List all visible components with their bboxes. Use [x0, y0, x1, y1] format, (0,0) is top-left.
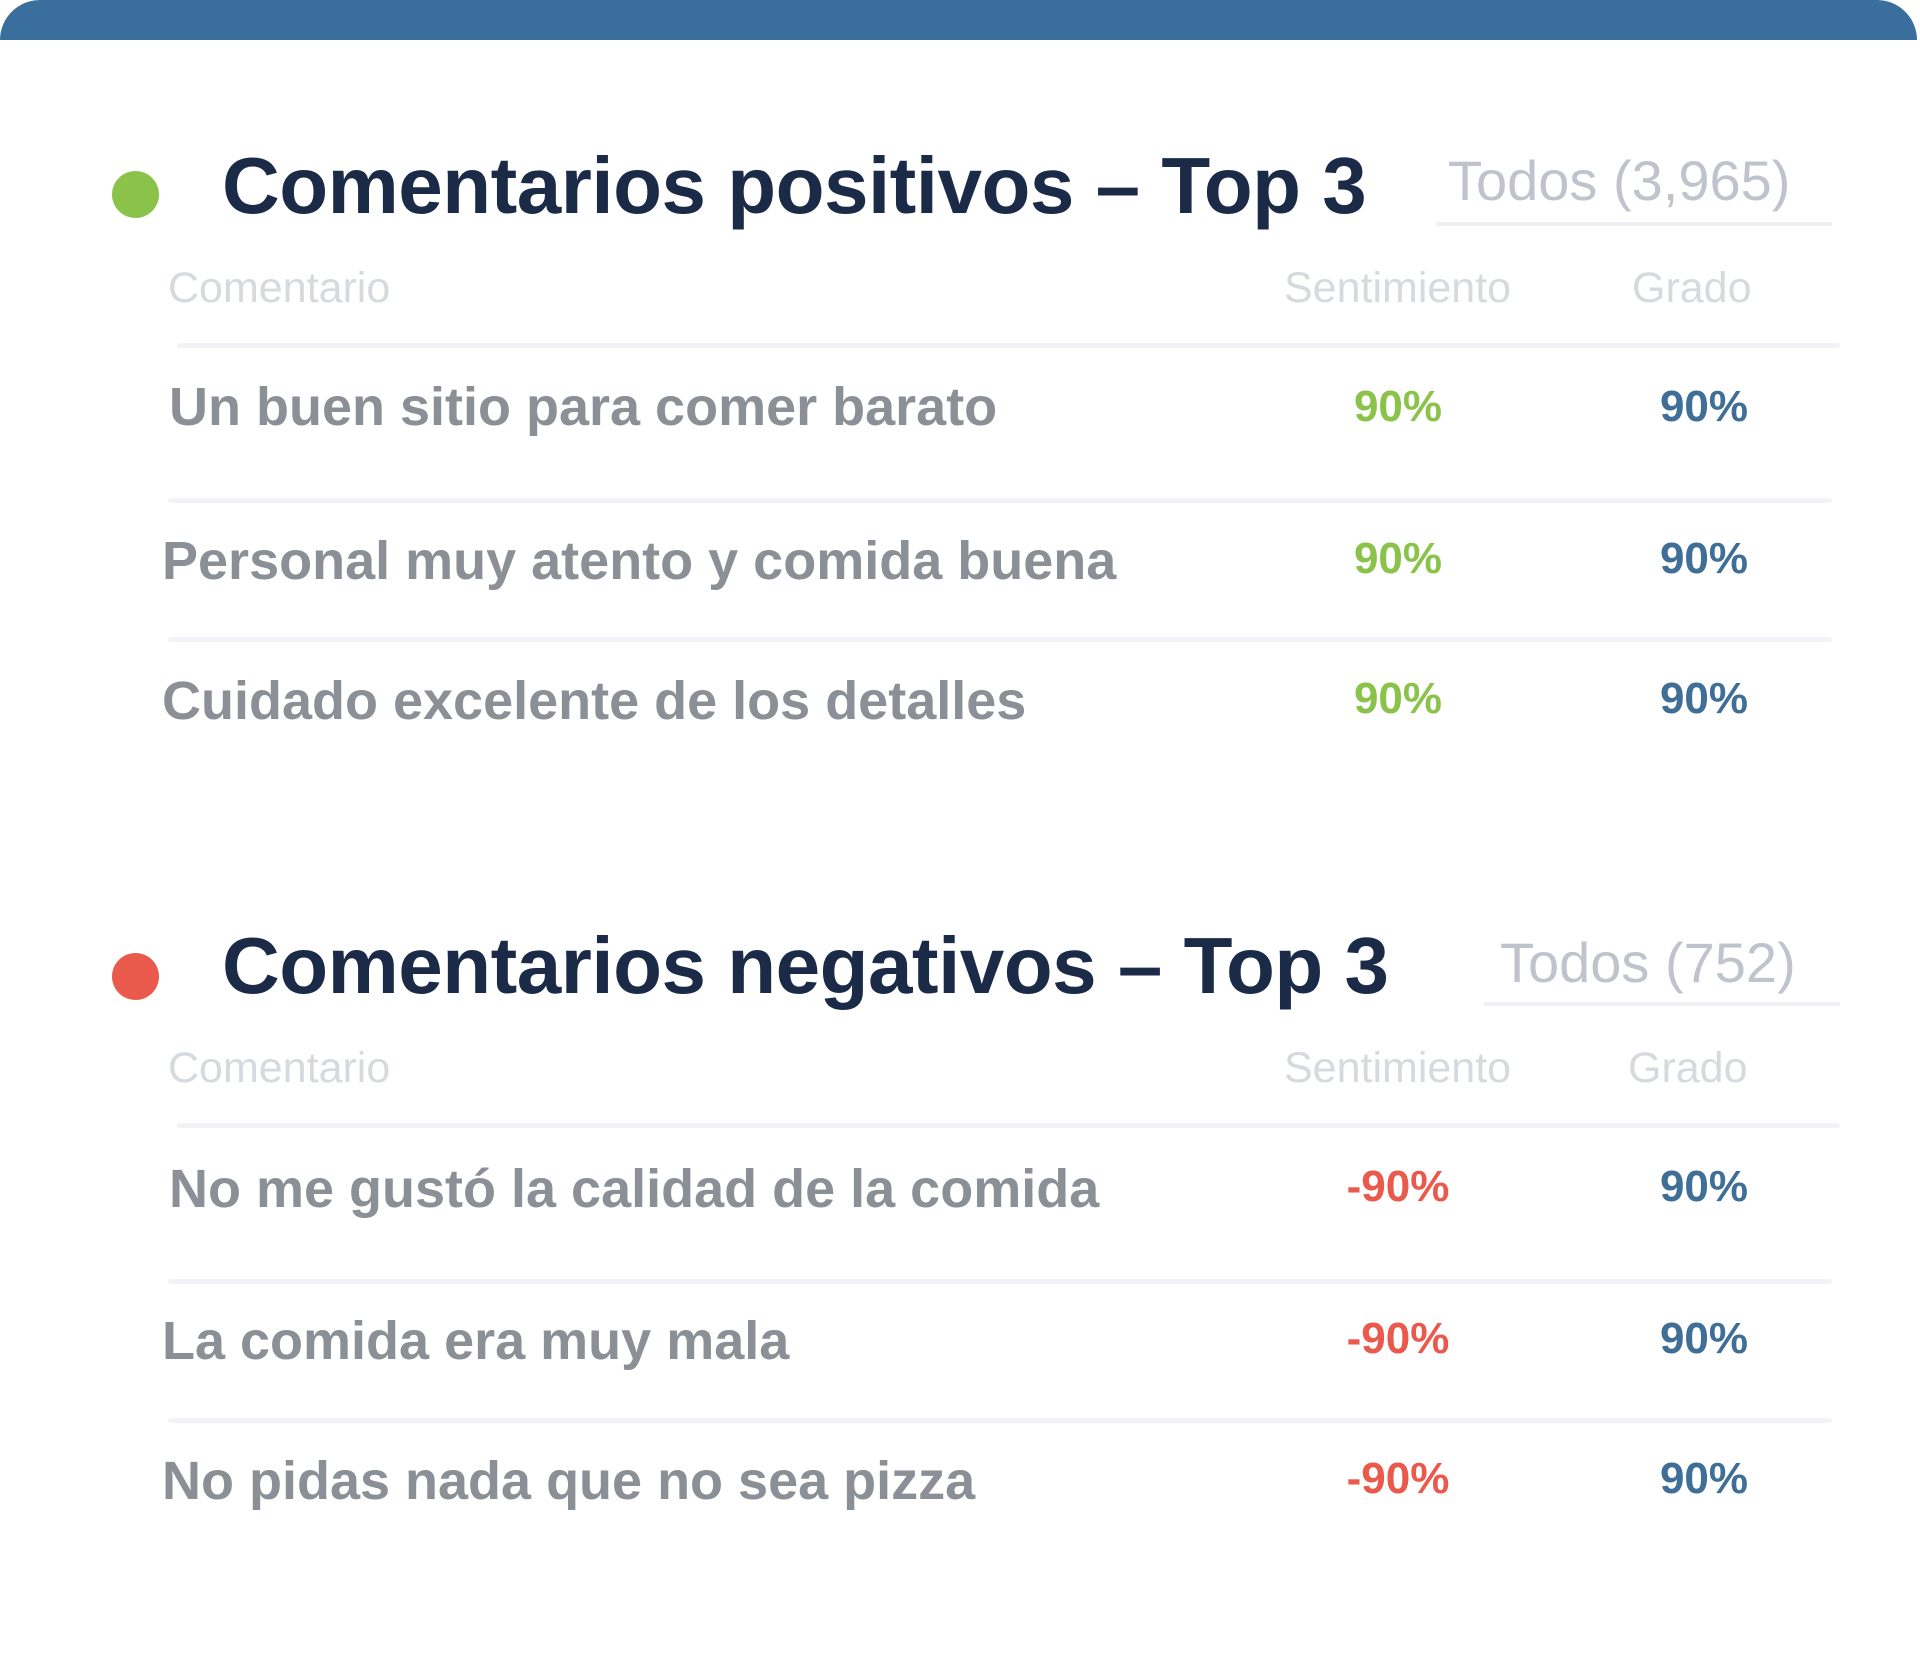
comment-text: Cuidado excelente de los detalles [162, 671, 1027, 731]
sentiment-value: 90% [1353, 674, 1443, 723]
header-divider [177, 1123, 1840, 1128]
positive-indicator-dot [112, 171, 159, 218]
grade-value: 90% [1659, 382, 1749, 431]
comment-text: Personal muy atento y comida buena [162, 531, 1117, 591]
grade-value: 90% [1659, 1454, 1749, 1503]
grade-value: 90% [1659, 1314, 1749, 1363]
table-row[interactable]: La comida era muy mala -90% 90% [0, 1310, 1920, 1390]
table-row[interactable]: No me gustó la calidad de la comida -90%… [0, 1158, 1920, 1238]
comment-text: La comida era muy mala [162, 1311, 790, 1371]
column-header-sentiment: Sentimiento [1284, 1044, 1512, 1092]
table-row[interactable]: No pidas nada que no sea pizza -90% 90% [0, 1450, 1920, 1530]
header-divider [177, 343, 1840, 348]
sentiment-value: 90% [1353, 382, 1443, 431]
sentiment-value: -90% [1346, 1162, 1450, 1211]
row-divider [168, 637, 1832, 642]
section-title: Comentarios negativos – Top 3 [222, 921, 1389, 1010]
column-header-grade: Grado [1632, 264, 1752, 312]
row-divider [168, 1279, 1832, 1284]
comment-text: No pidas nada que no sea pizza [162, 1451, 976, 1511]
link-underline [1436, 222, 1832, 226]
top-accent-bar [0, 0, 1917, 40]
row-divider [168, 498, 1832, 503]
sentiment-value: -90% [1346, 1454, 1450, 1503]
grade-value: 90% [1659, 674, 1749, 723]
column-header-sentiment: Sentimiento [1284, 264, 1512, 312]
table-row[interactable]: Cuidado excelente de los detalles 90% 90… [0, 670, 1920, 750]
view-all-negative-link[interactable]: Todos (752) [1500, 931, 1796, 994]
comment-text: Un buen sitio para comer barato [169, 377, 998, 437]
link-underline [1484, 1002, 1840, 1006]
sentiment-value: -90% [1346, 1314, 1450, 1363]
table-row[interactable]: Personal muy atento y comida buena 90% 9… [0, 530, 1920, 610]
row-divider [168, 1418, 1832, 1423]
sentiment-value: 90% [1353, 534, 1443, 583]
negative-indicator-dot [112, 953, 159, 1000]
table-row[interactable]: Un buen sitio para comer barato 90% 90% [0, 376, 1920, 456]
grade-value: 90% [1659, 1162, 1749, 1211]
comment-text: No me gustó la calidad de la comida [169, 1159, 1100, 1219]
column-header-comment: Comentario [168, 264, 391, 312]
column-header-grade: Grado [1628, 1044, 1748, 1092]
view-all-positive-link[interactable]: Todos (3,965) [1448, 149, 1791, 212]
column-header-comment: Comentario [168, 1044, 391, 1092]
section-title: Comentarios positivos – Top 3 [222, 141, 1367, 230]
grade-value: 90% [1659, 534, 1749, 583]
